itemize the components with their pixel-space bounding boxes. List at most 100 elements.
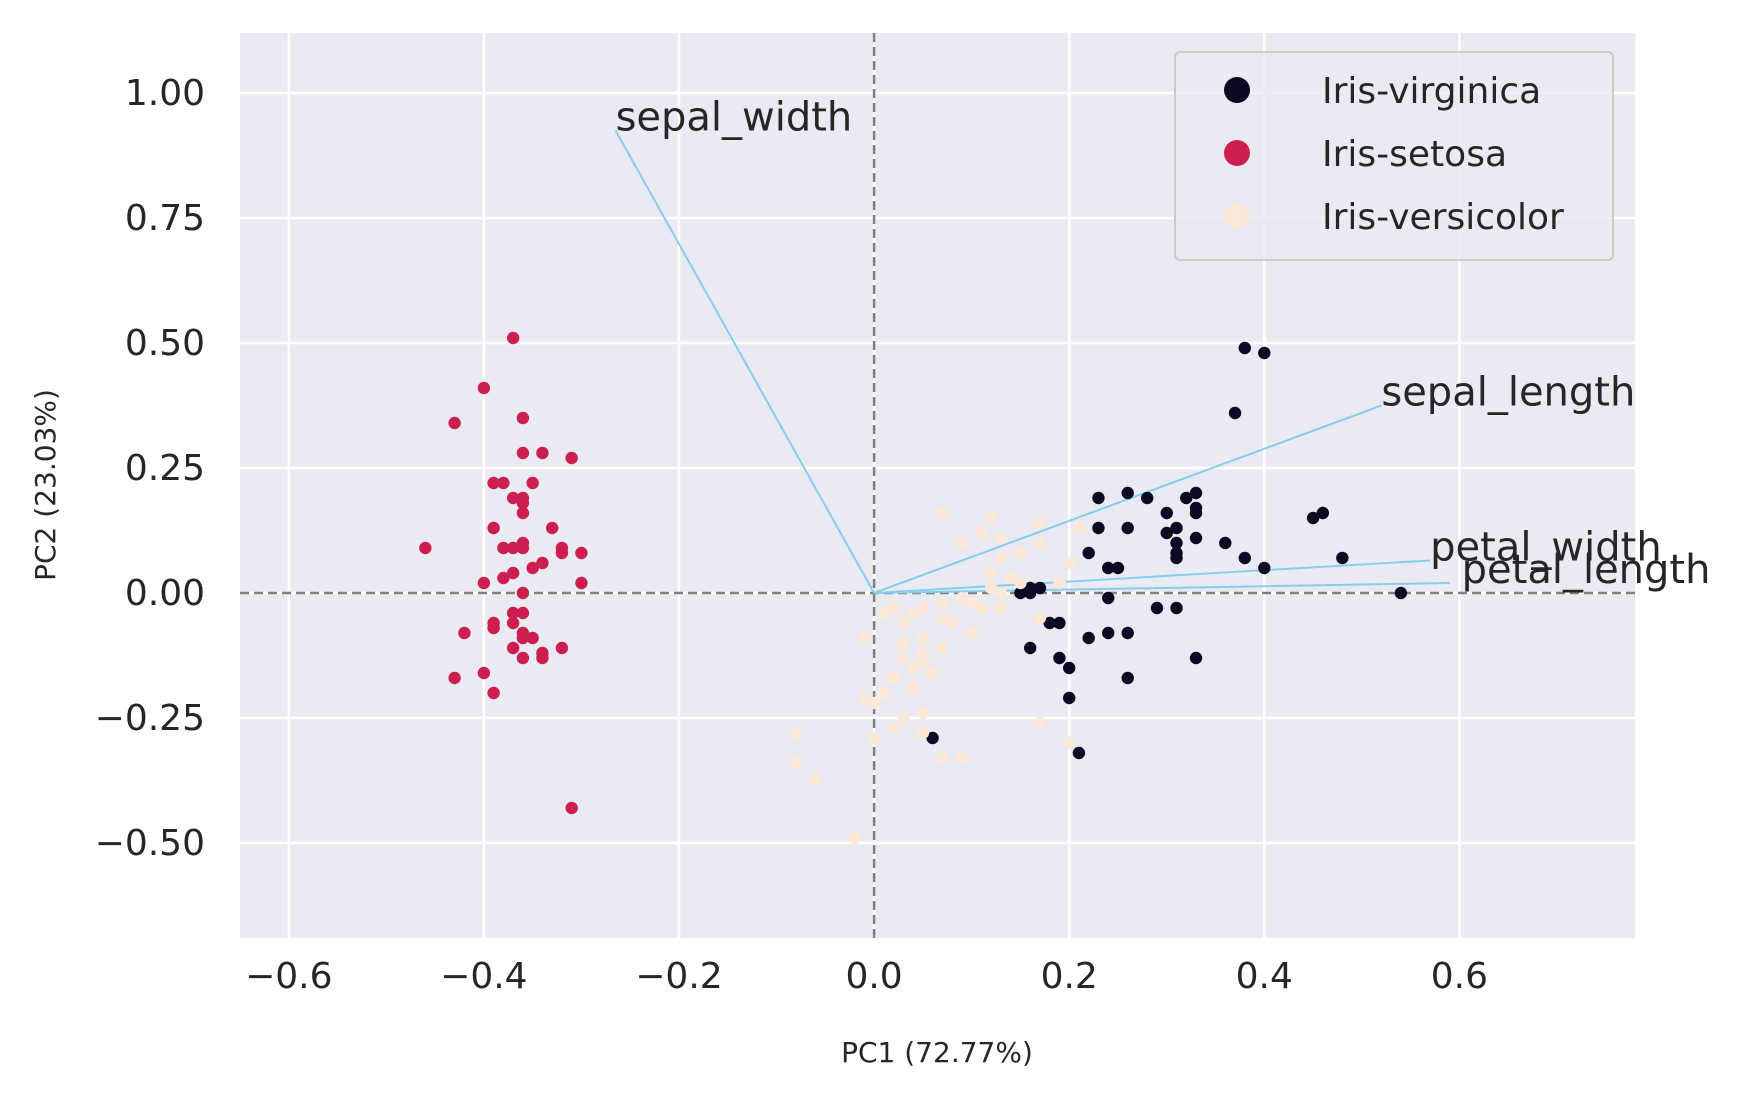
point-Iris-setosa-45 (477, 666, 491, 680)
point-Iris-versicolor-16 (994, 586, 1008, 600)
point-Iris-versicolor-26 (936, 611, 949, 625)
point-Iris-virginica-38 (1102, 626, 1115, 640)
point-Iris-setosa-39 (526, 631, 539, 645)
point-Iris-virginica-3 (1121, 486, 1134, 500)
legend-label-Iris-setosa: Iris-setosa (1322, 134, 1507, 175)
point-Iris-virginica-6 (1189, 486, 1203, 500)
point-Iris-versicolor-47 (1033, 716, 1047, 730)
point-Iris-virginica-20 (1082, 546, 1095, 560)
point-Iris-setosa-3 (516, 411, 530, 425)
point-Iris-virginica-2 (1228, 406, 1242, 420)
point-Iris-versicolor-17 (955, 591, 969, 605)
point-Iris-versicolor-45 (916, 706, 930, 720)
point-Iris-versicolor-15 (984, 581, 998, 595)
point-Iris-virginica-36 (1043, 616, 1056, 630)
point-Iris-setosa-19 (419, 541, 432, 555)
point-Iris-setosa-22 (555, 546, 569, 560)
point-Iris-setosa-21 (575, 546, 588, 560)
point-Iris-setosa-4 (516, 446, 530, 460)
point-Iris-versicolor-6 (955, 536, 969, 550)
point-Iris-virginica-1 (1258, 346, 1271, 360)
y-tick-label-2: 0.00 (125, 573, 205, 614)
legend-label-Iris-versicolor: Iris-versicolor (1322, 197, 1564, 238)
vector-line-petal_length (874, 582, 1450, 594)
point-Iris-versicolor-5 (994, 531, 1008, 545)
point-Iris-virginica-13 (1092, 521, 1105, 535)
point-Iris-virginica-16 (1160, 526, 1173, 540)
y-tick-labels: −0.50 −0.25 0.00 0.25 0.50 0.75 1.00 (95, 73, 205, 864)
point-Iris-virginica-24 (1170, 551, 1183, 565)
point-Iris-versicolor-9 (994, 551, 1008, 565)
point-Iris-virginica-34 (1150, 601, 1164, 615)
y-tick-label-3: 0.25 (125, 448, 205, 489)
series-Iris-setosa (419, 331, 588, 815)
point-Iris-setosa-32 (516, 606, 530, 620)
point-Iris-setosa-9 (526, 476, 539, 490)
point-Iris-setosa-0 (506, 331, 520, 345)
x-tick-label-6: 0.6 (1431, 956, 1488, 997)
point-Iris-virginica-37 (1053, 616, 1066, 630)
legend-box (1174, 51, 1614, 261)
point-Iris-setosa-47 (487, 686, 500, 700)
legend: Iris-virginica Iris-setosa Iris-versicolor (1174, 51, 1614, 261)
point-Iris-setosa-28 (477, 576, 491, 590)
point-Iris-setosa-5 (536, 446, 549, 460)
point-Iris-virginica-19 (1170, 536, 1183, 550)
legend-marker-Iris-versicolor (1224, 203, 1250, 229)
point-Iris-virginica-9 (1160, 506, 1173, 520)
x-tick-label-4: 0.2 (1041, 956, 1098, 997)
point-Iris-virginica-17 (1189, 531, 1203, 545)
legend-marker-Iris-setosa (1224, 140, 1250, 166)
point-Iris-virginica-30 (1014, 586, 1027, 600)
point-Iris-versicolor-54 (936, 751, 949, 765)
point-Iris-versicolor-51 (867, 731, 881, 745)
point-Iris-setosa-35 (487, 621, 500, 635)
point-Iris-versicolor-56 (809, 771, 822, 785)
y-axis-label: PC2 (23.03%) (29, 389, 62, 581)
point-Iris-virginica-32 (1394, 586, 1408, 600)
y-tick-label-0: −0.50 (95, 823, 205, 864)
point-Iris-setosa-25 (526, 561, 539, 575)
point-Iris-versicolor-1 (984, 511, 998, 525)
point-Iris-versicolor-34 (936, 641, 949, 655)
point-Iris-setosa-12 (516, 496, 530, 510)
point-Iris-virginica-45 (1121, 671, 1134, 685)
point-Iris-setosa-38 (516, 631, 530, 645)
point-Iris-versicolor-29 (945, 616, 959, 630)
point-Iris-virginica-18 (1219, 536, 1232, 550)
y-tick-label-6: 1.00 (125, 73, 205, 114)
point-Iris-versicolor-37 (916, 656, 930, 670)
point-Iris-virginica-44 (1062, 661, 1076, 675)
point-Iris-versicolor-11 (984, 566, 998, 580)
point-Iris-versicolor-12 (1004, 571, 1017, 585)
y-tick-label-1: −0.25 (95, 698, 205, 739)
point-Iris-setosa-44 (516, 651, 530, 665)
point-Iris-versicolor-28 (897, 616, 910, 630)
point-Iris-setosa-23 (497, 541, 510, 555)
point-Iris-versicolor-24 (877, 606, 891, 620)
point-Iris-versicolor-46 (897, 711, 910, 725)
point-Iris-versicolor-23 (887, 601, 900, 615)
point-Iris-virginica-27 (1258, 561, 1271, 575)
point-Iris-versicolor-25 (906, 606, 920, 620)
x-tick-label-2: −0.2 (635, 956, 722, 997)
point-Iris-versicolor-31 (916, 631, 930, 645)
point-Iris-versicolor-4 (975, 526, 988, 540)
point-Iris-virginica-23 (1336, 551, 1349, 565)
point-Iris-virginica-4 (1092, 491, 1105, 505)
point-Iris-virginica-28 (1033, 581, 1047, 595)
point-Iris-versicolor-3 (1072, 521, 1086, 535)
point-Iris-virginica-14 (1121, 521, 1134, 535)
point-Iris-setosa-26 (506, 566, 520, 580)
point-Iris-virginica-0 (1238, 341, 1251, 355)
point-Iris-setosa-37 (458, 626, 471, 640)
vector-label-sepal_width: sepal_width (616, 95, 853, 141)
point-Iris-versicolor-52 (1062, 736, 1076, 750)
point-Iris-virginica-47 (926, 731, 939, 745)
point-Iris-versicolor-32 (858, 631, 871, 645)
point-Iris-setosa-24 (536, 556, 549, 570)
point-Iris-virginica-40 (1082, 631, 1095, 645)
point-Iris-setosa-30 (516, 586, 530, 600)
point-Iris-setosa-7 (487, 476, 500, 490)
